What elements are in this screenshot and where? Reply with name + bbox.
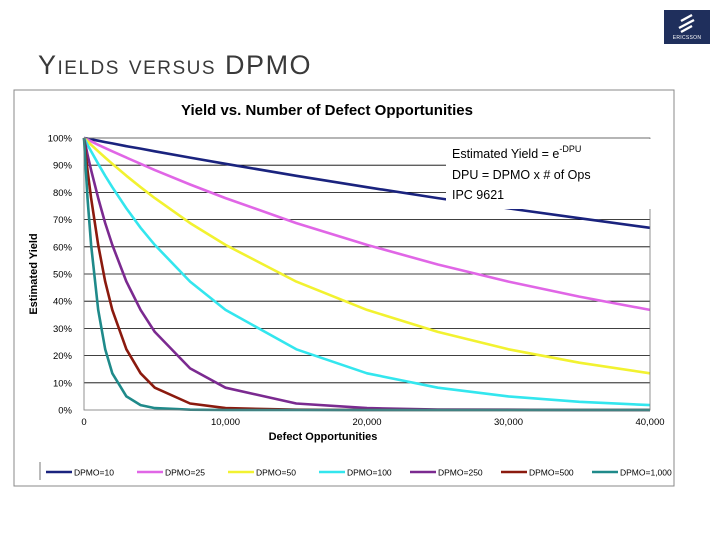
annotation-line-2: DPU = DPMO x # of Ops [452, 168, 591, 182]
x-tick-label: 10,000 [211, 417, 240, 428]
y-tick-label: 40% [53, 297, 73, 308]
legend-label-1: DPMO=25 [165, 468, 205, 478]
y-tick-label: 80% [53, 188, 73, 199]
series-line-3 [82, 137, 651, 407]
y-tick-label: 90% [53, 161, 73, 172]
y-tick-label: 100% [48, 134, 73, 145]
y-tick-label: 70% [53, 215, 73, 226]
series-line-1 [83, 136, 651, 312]
logo-mark-icon [678, 13, 695, 34]
y-tick-label: 10% [53, 378, 73, 389]
chart-title: Yield vs. Number of Defect Opportunities [181, 102, 473, 119]
legend-label-5: DPMO=500 [529, 468, 574, 478]
y-tick-label: 20% [53, 351, 73, 362]
y-tick-label: 30% [53, 324, 73, 335]
annotation-box [446, 139, 654, 209]
annotation-line-3: IPC 9621 [452, 188, 504, 202]
y-tick-label: 60% [53, 242, 73, 253]
x-tick-label: 20,000 [352, 417, 381, 428]
x-tick-label: 40,000 [635, 417, 664, 428]
x-tick-label: 30,000 [494, 417, 523, 428]
ericsson-logo: ERICSSON [664, 10, 710, 44]
logo-wordmark: ERICSSON [672, 35, 702, 41]
x-axis-label: Defect Opportunities [269, 431, 378, 443]
slide-title: Yields versus DPMO [38, 50, 313, 80]
series-line-2 [83, 137, 651, 375]
legend-label-6: DPMO=1,000 [620, 468, 672, 478]
y-tick-label: 0% [58, 406, 72, 417]
legend-label-3: DPMO=100 [347, 468, 392, 478]
plot-area [83, 137, 651, 411]
chart-frame: 0% 10% 20% 30% 40% 50% 60% 70% 80% 90% 100% 0 10,000… [12, 88, 676, 488]
x-tick-label: 0 [81, 417, 86, 428]
legend-label-0: DPMO=10 [74, 468, 114, 478]
annotation-line-1-main: Estimated Yield = e [452, 147, 559, 161]
annotation-line-1-sup: -DPU [559, 144, 581, 154]
legend-label-4: DPMO=250 [438, 468, 483, 478]
y-tick-label: 50% [53, 270, 73, 281]
yield-chart: 0% 10% 20% 30% 40% 50% 60% 70% 80% 90% 100% 0 10,000… [13, 89, 675, 487]
legend-label-2: DPMO=50 [256, 468, 296, 478]
y-axis-label: Estimated Yield [28, 233, 40, 314]
annotation-line-1: Estimated Yield = e-DPU [452, 144, 581, 161]
